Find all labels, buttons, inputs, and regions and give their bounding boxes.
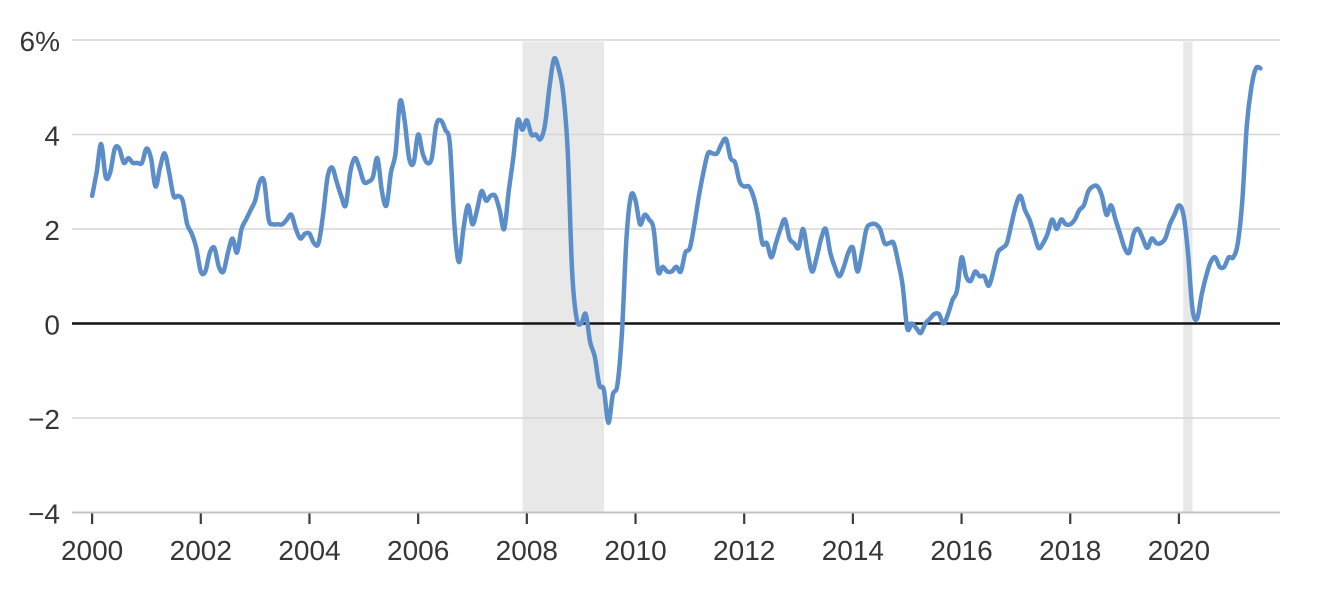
x-axis-label-2006: 2006 — [387, 535, 449, 566]
recession-2007-2009-band — [522, 41, 604, 513]
x-axis-label-2018: 2018 — [1039, 535, 1101, 566]
data-line-year-over-year-percent-change — [89, 55, 1263, 425]
x-axis-label-2016: 2016 — [930, 535, 992, 566]
x-axis-label-2014: 2014 — [822, 535, 884, 566]
x-axis-label-2012: 2012 — [713, 535, 775, 566]
x-axis-ticks — [91, 513, 1181, 524]
x-axis-label-2010: 2010 — [604, 535, 666, 566]
y-axis-label-0: 0 — [44, 310, 60, 341]
y-axis-label-2: 2 — [44, 215, 60, 246]
gridlines — [72, 39, 1280, 514]
x-axis-label-2000: 2000 — [61, 535, 123, 566]
x-axis-label-2020: 2020 — [1148, 535, 1210, 566]
x-axis-labels: 2000 2002 2004 2006 2008 2010 2012 2014 2016 2018… — [61, 535, 1210, 566]
y-axis-labels: 6% 4 2 0 −2 −4 — [20, 26, 60, 530]
x-axis-label-2004: 2004 — [278, 535, 340, 566]
y-axis-label-6: 6% — [20, 26, 60, 57]
x-axis-label-2002: 2002 — [170, 535, 232, 566]
y-axis-label--4: −4 — [28, 499, 60, 530]
y-axis-label--2: −2 — [28, 404, 60, 435]
y-axis-label-4: 4 — [44, 121, 60, 152]
x-axis-label-2008: 2008 — [496, 535, 558, 566]
